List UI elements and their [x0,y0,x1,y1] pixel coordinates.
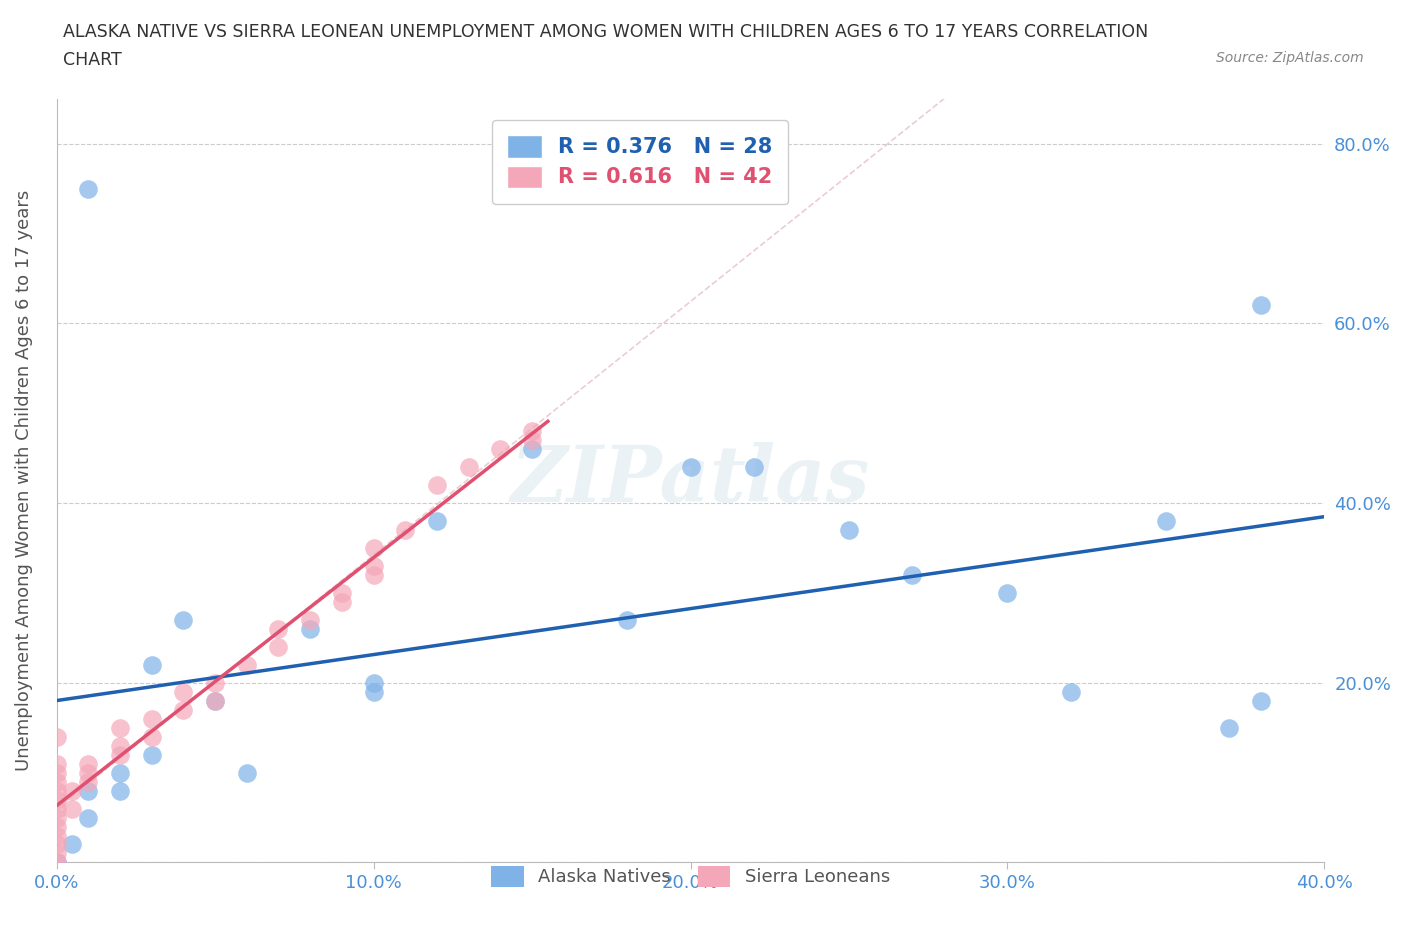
Point [236,658,259,672]
Point [489,442,512,457]
Point [1250,298,1272,312]
Point [45,810,67,825]
Point [45,765,67,780]
Point [204,693,226,708]
Point [330,594,353,609]
Point [62,783,84,798]
Point [742,459,765,474]
Y-axis label: Unemployment Among Women with Children Ages 6 to 17 years: Unemployment Among Women with Children A… [15,190,32,771]
Text: Source: ZipAtlas.com: Source: ZipAtlas.com [1216,51,1364,65]
Point [299,621,322,636]
Point [62,801,84,816]
Point [457,459,479,474]
Point [997,586,1019,601]
Point [45,792,67,807]
Point [108,765,131,780]
Point [426,478,449,493]
Point [363,559,385,574]
Point [363,567,385,582]
Point [77,756,100,771]
Point [108,747,131,762]
Point [45,828,67,843]
Point [520,442,543,457]
Point [520,432,543,447]
Text: ZIPatlas: ZIPatlas [510,443,870,519]
Point [77,810,100,825]
Point [679,459,702,474]
Point [45,729,67,744]
Point [172,613,194,628]
Point [77,181,100,196]
Point [299,613,322,628]
Legend: Alaska Natives, Sierra Leoneans: Alaska Natives, Sierra Leoneans [478,853,903,899]
Point [172,684,194,699]
Point [77,783,100,798]
Point [172,702,194,717]
Point [45,819,67,834]
Text: CHART: CHART [63,51,122,69]
Point [1218,720,1240,735]
Point [236,765,259,780]
Point [204,693,226,708]
Point [45,756,67,771]
Point [838,523,860,538]
Point [141,729,163,744]
Point [45,855,67,870]
Text: ALASKA NATIVE VS SIERRA LEONEAN UNEMPLOYMENT AMONG WOMEN WITH CHILDREN AGES 6 TO: ALASKA NATIVE VS SIERRA LEONEAN UNEMPLOY… [63,23,1149,41]
Point [204,675,226,690]
Point [45,783,67,798]
Point [520,424,543,439]
Point [77,765,100,780]
Point [141,711,163,726]
Point [45,837,67,852]
Point [45,855,67,870]
Point [108,783,131,798]
Point [363,684,385,699]
Point [108,720,131,735]
Point [141,747,163,762]
Point [267,621,290,636]
Point [77,774,100,789]
Point [45,801,67,816]
Point [616,613,638,628]
Point [62,837,84,852]
Point [45,774,67,789]
Point [394,523,416,538]
Point [330,586,353,601]
Point [1060,684,1083,699]
Point [108,738,131,753]
Point [267,639,290,654]
Point [141,658,163,672]
Point [1250,693,1272,708]
Point [1154,513,1177,528]
Point [45,846,67,861]
Point [901,567,924,582]
Point [363,675,385,690]
Point [426,513,449,528]
Point [363,540,385,555]
